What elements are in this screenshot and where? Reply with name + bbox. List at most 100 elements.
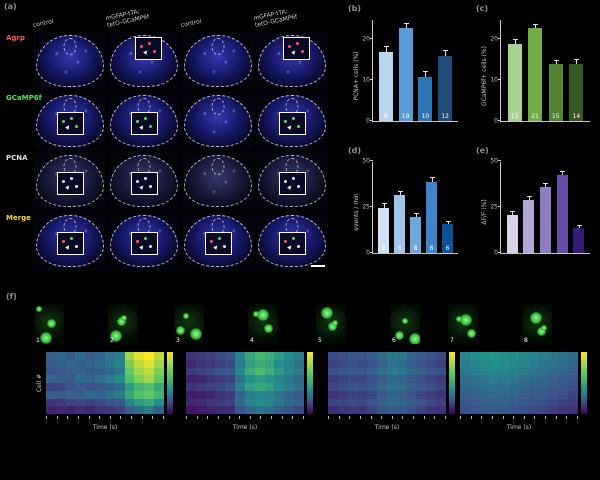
- error-bar: [553, 59, 559, 65]
- ventricle-outline: [211, 157, 225, 175]
- heatmap-cell: [235, 352, 245, 360]
- y-axis-tick: [498, 120, 501, 121]
- heatmap-cell: [337, 383, 348, 391]
- heatmap-cell: [367, 367, 378, 376]
- row-channel-label: GCaMP6f: [6, 94, 42, 102]
- heatmap-cell: [75, 383, 86, 391]
- x-tick: [444, 416, 446, 419]
- x-tick: [566, 416, 568, 419]
- heatmap-cell: [134, 359, 145, 368]
- heatmap-cell: [426, 398, 437, 407]
- x-tick: [491, 416, 493, 419]
- bar: 6: [426, 177, 437, 253]
- heatmap-cell: [85, 390, 96, 399]
- heatmap-cell: [396, 390, 407, 399]
- labeled-cell-dot: [292, 236, 296, 240]
- heatmap-cell: [367, 375, 378, 383]
- heatmap-cell: [426, 406, 437, 414]
- heatmap-cell: [274, 367, 285, 376]
- heatmap-cell: [469, 406, 480, 414]
- column-header-label: control: [32, 17, 55, 30]
- heatmap-cell: [274, 359, 285, 368]
- panel-c-bar-chart: (c) GCaMP6f+ cells (%) 0 10 20 15 21 15 14: [476, 4, 594, 138]
- error-bar: [560, 170, 566, 175]
- labeled-cell-dot: [301, 49, 305, 53]
- heatmap-cell: [479, 390, 490, 399]
- y-axis-tick: [370, 252, 373, 253]
- heatmap-cell: [568, 406, 578, 414]
- cell-blob: [253, 311, 259, 317]
- heatmap-cell: [55, 398, 66, 407]
- heatmap-cell: [499, 383, 510, 391]
- heatmap-cell: [124, 406, 135, 414]
- sample-size-label: 8: [381, 245, 386, 252]
- heatmap-cell: [460, 367, 470, 376]
- x-tick: [402, 416, 404, 419]
- heatmap-cell: [186, 383, 196, 391]
- x-tick: [249, 416, 251, 419]
- heatmap-cell: [528, 406, 539, 414]
- bar-group: 15 21 15 14: [501, 20, 590, 121]
- heatmap-cell: [244, 398, 255, 407]
- heatmap-cell: [568, 352, 578, 360]
- y-axis-tick-label: 20: [490, 35, 498, 43]
- cell-number-label: 5: [318, 337, 322, 344]
- heatmap-cell: [186, 359, 196, 368]
- heatmap-cell: [406, 367, 417, 376]
- inset-box: [283, 36, 311, 60]
- bar: 8: [378, 46, 393, 121]
- heatmap-cell: [284, 390, 295, 399]
- heatmap-cell: [65, 406, 76, 414]
- x-axis-label: Time (s): [374, 424, 400, 431]
- panel-label-f: (f): [6, 292, 17, 301]
- x-tick: [381, 416, 383, 419]
- y-axis-tick: [498, 38, 501, 40]
- colorbar: [449, 352, 455, 414]
- cell-number-label: 3: [176, 337, 180, 344]
- labeled-cell-dot: [218, 236, 222, 240]
- heatmap-cell: [347, 352, 358, 360]
- heatmap-cell: [254, 367, 265, 376]
- heatmap-cell: [436, 367, 446, 376]
- heatmap-cell: [46, 398, 56, 407]
- x-tick: [162, 416, 164, 419]
- heatmap-cell: [294, 352, 304, 360]
- heatmap-cell: [469, 398, 480, 407]
- micrograph: [182, 212, 254, 270]
- heatmap-cell: [489, 406, 500, 414]
- y-axis-tick: [498, 206, 501, 207]
- heatmap-cell: [205, 406, 216, 414]
- inset-box: [279, 171, 307, 195]
- sample-size-label: 14: [572, 113, 581, 120]
- bar: 6: [394, 190, 405, 253]
- heatmap-cell: [104, 359, 115, 368]
- x-tick: [88, 416, 90, 419]
- heatmap-cell: [568, 390, 578, 399]
- heatmap-cell: [95, 352, 105, 360]
- x-tick: [141, 416, 143, 419]
- heatmap-cell: [548, 367, 559, 376]
- labeled-cell-dot: [284, 179, 288, 183]
- heatmap-cell: [357, 367, 368, 376]
- heatmap-cell: [337, 390, 348, 399]
- heatmap-cell: [396, 383, 407, 391]
- heatmap-cell: [426, 359, 437, 368]
- heatmap-cell: [489, 352, 500, 360]
- labeled-cell-dot: [75, 124, 79, 128]
- column-header-label: control: [180, 17, 203, 30]
- cell-blob: [460, 314, 472, 326]
- inset-box: [131, 111, 159, 135]
- heatmap-cell: [396, 367, 407, 376]
- heatmap-cell: [558, 390, 569, 399]
- heatmap-cell: [65, 375, 76, 383]
- heatmap-cell: [95, 383, 105, 391]
- heatmap-cell: [436, 398, 446, 407]
- cell-blob: [257, 309, 269, 321]
- heatmap-cell: [386, 352, 397, 360]
- heatmap-cell: [509, 390, 519, 399]
- cell-number-label: 4: [250, 337, 254, 344]
- heatmap-cell: [328, 390, 338, 399]
- bar: 8: [410, 212, 421, 253]
- heatmap-cell: [104, 375, 115, 383]
- heatmap-cell: [460, 390, 470, 399]
